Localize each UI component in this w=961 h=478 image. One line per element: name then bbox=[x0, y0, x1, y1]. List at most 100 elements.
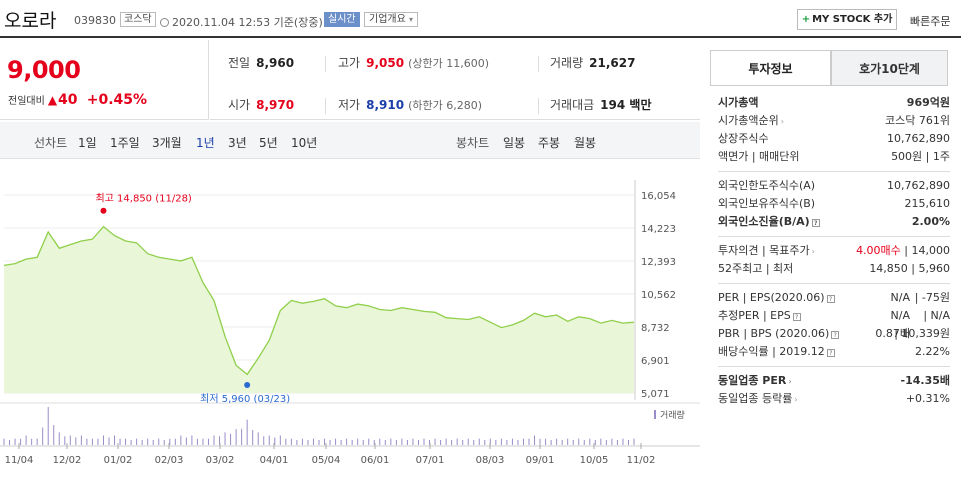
volume-bar bbox=[528, 438, 530, 445]
tab-1y[interactable]: 1년 bbox=[196, 136, 215, 150]
volume-bar bbox=[191, 435, 193, 445]
add-my-stock-button[interactable]: + MY STOCK 추가 bbox=[797, 9, 897, 30]
volume-bar bbox=[108, 437, 110, 445]
volume-bar bbox=[219, 436, 221, 445]
divider bbox=[538, 98, 539, 114]
x-tick-label: 01/02 bbox=[104, 455, 133, 466]
tab-monthly[interactable]: 월봉 bbox=[574, 136, 597, 150]
row-label-text: 시가총액순위 bbox=[718, 114, 779, 127]
volume-bar bbox=[36, 438, 38, 445]
tab-weekly[interactable]: 주봉 bbox=[538, 136, 561, 150]
volume-bar bbox=[589, 438, 591, 445]
upper-limit: (상한가 11,600) bbox=[408, 57, 489, 70]
volume-bar bbox=[627, 440, 629, 445]
volume-bar bbox=[357, 438, 359, 445]
volume-bar bbox=[401, 438, 403, 445]
stat-value: 8,970 bbox=[256, 98, 295, 112]
row-label: 외국인보유주식수(B) bbox=[718, 197, 816, 210]
volume-bar bbox=[47, 407, 49, 445]
volume-bar bbox=[318, 440, 320, 445]
volume-bar bbox=[279, 435, 281, 445]
tab-5y[interactable]: 5년 bbox=[259, 136, 278, 150]
volume-bar bbox=[368, 438, 370, 445]
corp-info-dropdown[interactable]: 기업개요 ▾ bbox=[364, 12, 419, 27]
help-icon[interactable]: ? bbox=[792, 313, 801, 321]
volume-bar bbox=[174, 438, 176, 445]
row-label: PER | EPS(2020.06)? bbox=[718, 289, 835, 307]
volume-bar bbox=[572, 440, 574, 445]
volume-bar bbox=[583, 440, 585, 445]
volume-bar bbox=[384, 440, 386, 445]
info-table: 시가총액 969억원 시가총액순위 › 코스닥 761위 상장주식수 10,762,89… bbox=[718, 94, 950, 408]
stat-amount: 거래대금 194 백만 bbox=[550, 96, 651, 113]
row-foreign-ratio: 외국인소진율(B/A)? 2.00% bbox=[718, 213, 950, 231]
row-value-2: | N/A bbox=[923, 309, 950, 322]
help-icon[interactable]: ? bbox=[811, 219, 820, 227]
volume-bar bbox=[119, 438, 121, 445]
quick-order-link[interactable]: 빠른주문 bbox=[910, 15, 951, 28]
stat-low: 저가 8,910 (하한가 6,280) bbox=[338, 96, 482, 113]
help-icon[interactable]: ? bbox=[831, 331, 840, 339]
volume-bar bbox=[429, 440, 431, 445]
volume-bar bbox=[196, 438, 198, 445]
stat-label: 거래대금 bbox=[550, 98, 595, 112]
row-value: 2.00% bbox=[911, 215, 950, 228]
price-chart[interactable]: 16,05414,22312,39310,5628,7326,9015,071 … bbox=[0, 160, 700, 478]
up-triangle-icon: ▲ bbox=[47, 93, 58, 107]
row-value: -14.35배 bbox=[900, 374, 950, 387]
change-label: 전일대비 bbox=[8, 96, 45, 107]
tab-3m[interactable]: 3개월 bbox=[152, 136, 182, 150]
row-value: 14,850 | 5,960 bbox=[869, 262, 950, 275]
tab-1d[interactable]: 1일 bbox=[78, 136, 97, 150]
row-value-2-text: 10,339원 bbox=[901, 327, 950, 340]
change-percent: +0.45% bbox=[86, 92, 148, 108]
stat-label: 시가 bbox=[228, 98, 251, 112]
volume-bar bbox=[451, 440, 453, 445]
row-label: 동일업종 등락률 › bbox=[718, 390, 798, 409]
row-foreign-holding: 외국인보유주식수(B) 215,610 bbox=[718, 195, 950, 213]
tab-10y[interactable]: 10년 bbox=[291, 136, 318, 150]
tab-1w[interactable]: 1주일 bbox=[110, 136, 140, 150]
row-value: 10,762,890 bbox=[887, 132, 950, 145]
add-my-stock-label: MY STOCK 추가 bbox=[812, 14, 893, 25]
row-value-2: | -75원 bbox=[914, 291, 950, 304]
row-opinion: 투자의견 | 목표주가 › 4.00매수 | 14,000 bbox=[718, 242, 950, 260]
x-tick-label: 04/01 bbox=[260, 455, 289, 466]
price-stats: 전일 8,960 고가 9,050 (상한가 11,600) 거래량 21,627 시가… bbox=[210, 40, 700, 120]
tab-daily[interactable]: 일봉 bbox=[503, 136, 526, 150]
volume-bar bbox=[600, 438, 602, 445]
row-market-cap-rank[interactable]: 시가총액순위 › 코스닥 761위 bbox=[718, 112, 950, 130]
chevron-down-icon: ▾ bbox=[409, 15, 414, 24]
tab-3y[interactable]: 3년 bbox=[228, 136, 247, 150]
volume-bar bbox=[9, 440, 11, 445]
row-value: 10,762,890 bbox=[887, 179, 950, 192]
volume-bar bbox=[395, 440, 397, 445]
row-industry-rate: 동일업종 등락률 › +0.31% bbox=[718, 390, 950, 408]
tab-investment-info[interactable]: 투자정보 bbox=[710, 50, 831, 86]
row-value: 969억원 bbox=[906, 96, 950, 109]
help-icon[interactable]: ? bbox=[826, 295, 835, 303]
volume-bars: 거래량 bbox=[3, 407, 685, 445]
volume-bar bbox=[390, 438, 392, 445]
x-tick-label: 11/04 bbox=[5, 455, 34, 466]
volume-bar bbox=[379, 438, 381, 445]
arrow-right-icon: › bbox=[811, 247, 815, 256]
volume-bar bbox=[252, 430, 254, 445]
volume-bar bbox=[517, 440, 519, 445]
separator bbox=[718, 283, 950, 284]
row-foreign-limit: 외국인한도주식수(A) 10,762,890 bbox=[718, 177, 950, 195]
volume-bar bbox=[417, 440, 419, 445]
stat-high: 고가 9,050 (상한가 11,600) bbox=[338, 54, 489, 71]
help-icon[interactable]: ? bbox=[826, 349, 835, 357]
min-marker bbox=[244, 381, 251, 388]
realtime-badge[interactable]: 실시간 bbox=[324, 12, 360, 27]
price-box: 9,000 전일대비 ▲40 +0.45% bbox=[0, 40, 209, 120]
row-label-text: 배당수익률 | 2019.12 bbox=[718, 345, 825, 358]
row-label: 상장주식수 bbox=[718, 132, 769, 145]
row-label: 시가총액 bbox=[718, 96, 759, 109]
volume-bar bbox=[114, 435, 116, 445]
market-badge: 코스닥 bbox=[120, 12, 156, 27]
tab-order-book[interactable]: 호가10단계 bbox=[831, 50, 948, 86]
corp-info-label: 기업개요 bbox=[369, 14, 406, 25]
stat-value: 8,960 bbox=[256, 56, 295, 70]
